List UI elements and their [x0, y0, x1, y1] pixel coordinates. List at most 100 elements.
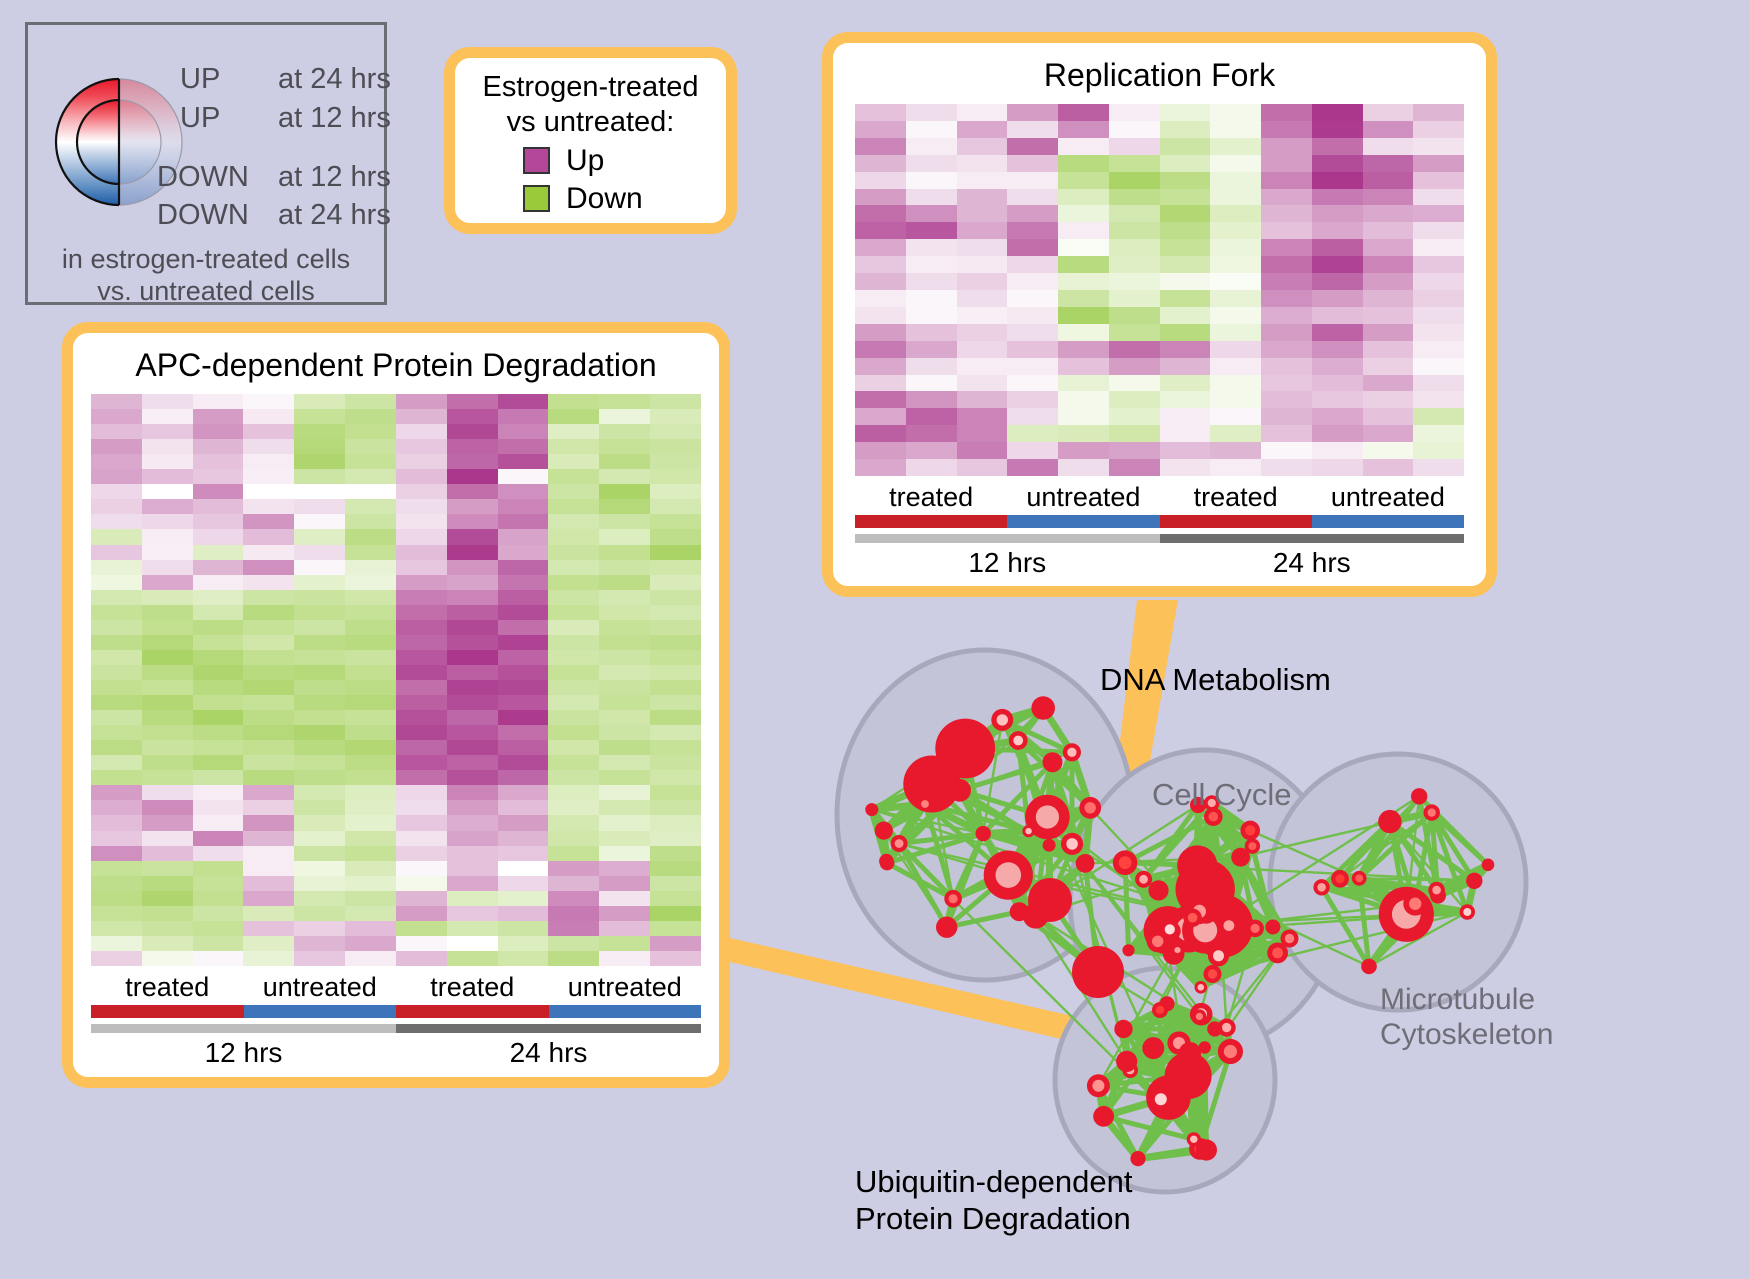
- network-node[interactable]: [983, 850, 1033, 900]
- network-node[interactable]: [1403, 891, 1428, 916]
- network-node[interactable]: [1246, 919, 1264, 938]
- network-node[interactable]: [879, 855, 895, 871]
- heatmap-cell: [855, 222, 906, 240]
- network-node[interactable]: [1009, 902, 1029, 922]
- network-node[interactable]: [1178, 1042, 1202, 1065]
- heatmap-cell: [1261, 205, 1312, 223]
- heatmap-cell: [192, 695, 244, 711]
- network-node[interactable]: [975, 825, 991, 842]
- network-node[interactable]: [890, 835, 908, 852]
- network-node[interactable]: [1086, 1074, 1110, 1098]
- network-node[interactable]: [1183, 908, 1202, 927]
- heatmap-cell: [192, 664, 244, 680]
- heatmap-cell: [1362, 137, 1414, 155]
- network-node[interactable]: [1459, 904, 1475, 920]
- network-node[interactable]: [1112, 850, 1138, 875]
- network-node[interactable]: [1160, 919, 1180, 940]
- heatmap-cell: [395, 830, 447, 846]
- heatmap-cell: [1058, 357, 1109, 375]
- network-node[interactable]: [1203, 965, 1222, 983]
- network-node[interactable]: [1481, 858, 1495, 872]
- network-node[interactable]: [936, 916, 958, 938]
- network-node[interactable]: [1042, 752, 1063, 773]
- heatmap-cell: [1007, 137, 1058, 155]
- network-node[interactable]: [1142, 1037, 1165, 1060]
- heatmap-cell: [1261, 391, 1312, 409]
- network-node[interactable]: [1244, 838, 1261, 854]
- network-node[interactable]: [1025, 794, 1070, 840]
- network-node[interactable]: [1231, 847, 1250, 867]
- network-node[interactable]: [1031, 696, 1055, 720]
- network-node[interactable]: [1466, 872, 1483, 889]
- network-node[interactable]: [1149, 1087, 1173, 1111]
- network-node[interactable]: [1378, 886, 1434, 942]
- network-node[interactable]: [1280, 929, 1299, 948]
- network-node[interactable]: [1186, 1132, 1201, 1147]
- network-node[interactable]: [944, 889, 962, 908]
- network-node[interactable]: [1028, 878, 1072, 922]
- heatmap-cell: [1108, 120, 1160, 138]
- network-node[interactable]: [1313, 879, 1330, 896]
- network-node[interactable]: [991, 708, 1014, 731]
- network-node[interactable]: [1122, 944, 1135, 957]
- network-node[interactable]: [1428, 881, 1445, 899]
- network-node[interactable]: [1008, 731, 1028, 750]
- heatmap-cell: [395, 409, 447, 425]
- network-node[interactable]: [1423, 804, 1440, 821]
- group-label: untreated: [567, 972, 682, 1002]
- network-node[interactable]: [1267, 942, 1288, 964]
- heatmap-cell: [1210, 205, 1261, 223]
- heatmap-cell: [294, 664, 346, 680]
- heatmap-cell: [1362, 323, 1414, 341]
- network-node[interactable]: [865, 803, 879, 817]
- network-node[interactable]: [1116, 1050, 1138, 1072]
- network-node[interactable]: [1079, 796, 1102, 819]
- network-node[interactable]: [917, 796, 933, 812]
- network-node[interactable]: [1022, 824, 1035, 838]
- heatmap-cell: [599, 604, 651, 620]
- network-node[interactable]: [1130, 1151, 1146, 1167]
- network-node[interactable]: [1204, 795, 1220, 811]
- network-node[interactable]: [1114, 1019, 1133, 1039]
- network-node[interactable]: [1148, 880, 1169, 901]
- network-node[interactable]: [1042, 838, 1056, 852]
- network-node[interactable]: [948, 778, 971, 802]
- network-node[interactable]: [1331, 869, 1349, 888]
- network-node[interactable]: [1093, 1105, 1114, 1127]
- network-node[interactable]: [1192, 1075, 1209, 1092]
- network-node[interactable]: [1240, 820, 1260, 841]
- network-node[interactable]: [1207, 1021, 1223, 1037]
- network-node[interactable]: [1198, 1041, 1211, 1054]
- network-node[interactable]: [1075, 854, 1095, 873]
- heatmap-cell: [548, 740, 600, 756]
- network-node[interactable]: [1194, 981, 1208, 994]
- network-node[interactable]: [1135, 870, 1153, 888]
- network-node[interactable]: [1411, 788, 1428, 805]
- network-node[interactable]: [874, 821, 893, 840]
- network-node[interactable]: [1192, 856, 1210, 874]
- network-node[interactable]: [1152, 1002, 1168, 1018]
- network-node[interactable]: [1072, 946, 1124, 998]
- heatmap-cell: [956, 289, 1008, 307]
- network-node[interactable]: [1217, 1038, 1243, 1065]
- network-node[interactable]: [1062, 743, 1081, 762]
- heatmap-cell: [497, 619, 549, 635]
- network-node[interactable]: [1265, 919, 1281, 935]
- network-node[interactable]: [1204, 807, 1223, 826]
- network-node[interactable]: [1378, 809, 1402, 834]
- network-node[interactable]: [1351, 870, 1367, 886]
- network-node[interactable]: [1190, 796, 1207, 814]
- network-node[interactable]: [1061, 832, 1084, 855]
- heatmap-cell: [548, 785, 600, 801]
- heatmap-cell: [905, 425, 957, 443]
- heatmap-cell: [1159, 120, 1211, 138]
- network-node[interactable]: [1218, 915, 1240, 936]
- network-node[interactable]: [1361, 958, 1377, 975]
- network-node[interactable]: [1171, 944, 1184, 957]
- network-node[interactable]: [1195, 1139, 1217, 1161]
- network-node[interactable]: [903, 755, 961, 813]
- network-node[interactable]: [1217, 1018, 1236, 1037]
- network-node[interactable]: [1192, 1009, 1207, 1024]
- network-node[interactable]: [1207, 945, 1230, 967]
- heatmap-cell: [345, 604, 396, 620]
